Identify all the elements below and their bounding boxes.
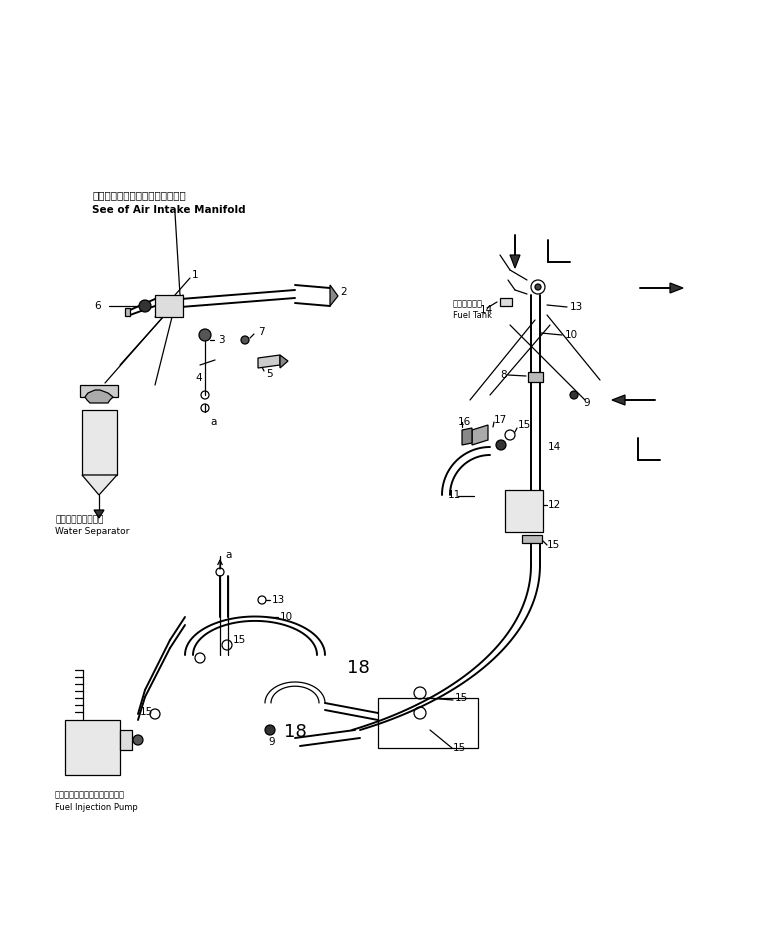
Polygon shape (280, 355, 288, 368)
Text: 17: 17 (494, 415, 507, 425)
Text: ウォータセパレータ: ウォータセパレータ (55, 516, 104, 524)
Text: フェルインジェクションポンプ: フェルインジェクションポンプ (55, 790, 125, 800)
Text: エアーインイクマニホールド参照: エアーインイクマニホールド参照 (92, 190, 186, 200)
Bar (378, 698, 478, 748)
Text: 18: 18 (284, 723, 307, 741)
Bar (155, 295, 183, 317)
Polygon shape (670, 283, 683, 293)
Text: Fuel Tank: Fuel Tank (453, 310, 492, 320)
Text: 12: 12 (548, 500, 562, 510)
Text: 15: 15 (547, 540, 560, 550)
Text: 15: 15 (455, 693, 468, 703)
Text: 9: 9 (268, 737, 275, 747)
Circle shape (241, 336, 249, 344)
Text: 5: 5 (266, 369, 273, 379)
Text: 10: 10 (280, 612, 293, 622)
Polygon shape (85, 390, 113, 403)
Text: 10: 10 (565, 330, 578, 340)
Text: 7: 7 (258, 327, 264, 337)
Text: 13: 13 (272, 595, 285, 605)
Text: 15: 15 (518, 420, 531, 430)
Circle shape (139, 300, 151, 312)
Text: 16: 16 (458, 417, 471, 427)
Circle shape (496, 440, 506, 450)
Polygon shape (258, 355, 280, 368)
Polygon shape (462, 428, 472, 445)
Polygon shape (82, 475, 117, 495)
Circle shape (133, 735, 143, 745)
Text: 6: 6 (94, 301, 101, 311)
Circle shape (535, 284, 541, 290)
Bar (500, 298, 512, 306)
Text: 15: 15 (233, 635, 246, 645)
Bar (80, 385, 118, 397)
Text: 4: 4 (195, 373, 201, 383)
Bar (65, 720, 120, 775)
Bar (120, 730, 132, 750)
Polygon shape (612, 395, 625, 405)
Text: 2: 2 (340, 287, 346, 297)
Text: 3: 3 (218, 335, 225, 345)
Polygon shape (472, 425, 488, 445)
Text: 14: 14 (480, 305, 493, 315)
Text: 14: 14 (548, 442, 562, 452)
Circle shape (570, 391, 578, 399)
Text: 13: 13 (570, 302, 583, 312)
Text: See of Air Intake Manifold: See of Air Intake Manifold (92, 205, 246, 215)
Text: フェルタンク: フェルタンク (453, 300, 483, 308)
Text: Fuel Injection Pump: Fuel Injection Pump (55, 802, 138, 812)
Polygon shape (94, 510, 104, 518)
Text: 11: 11 (448, 490, 461, 500)
Bar (522, 535, 542, 543)
Circle shape (265, 725, 275, 735)
Polygon shape (125, 308, 130, 316)
Polygon shape (510, 255, 520, 268)
Circle shape (199, 329, 211, 341)
Bar (528, 372, 543, 382)
Text: 9: 9 (583, 398, 590, 408)
Bar (82, 410, 117, 475)
Bar (505, 490, 543, 532)
Text: 8: 8 (500, 370, 507, 380)
Text: 15: 15 (453, 743, 466, 753)
Text: 18: 18 (346, 659, 370, 677)
Text: 1: 1 (192, 270, 199, 280)
Text: a: a (225, 550, 232, 560)
Text: a: a (210, 417, 216, 427)
Text: 15: 15 (140, 707, 153, 717)
Text: Water Separator: Water Separator (55, 527, 129, 537)
Polygon shape (330, 285, 338, 306)
